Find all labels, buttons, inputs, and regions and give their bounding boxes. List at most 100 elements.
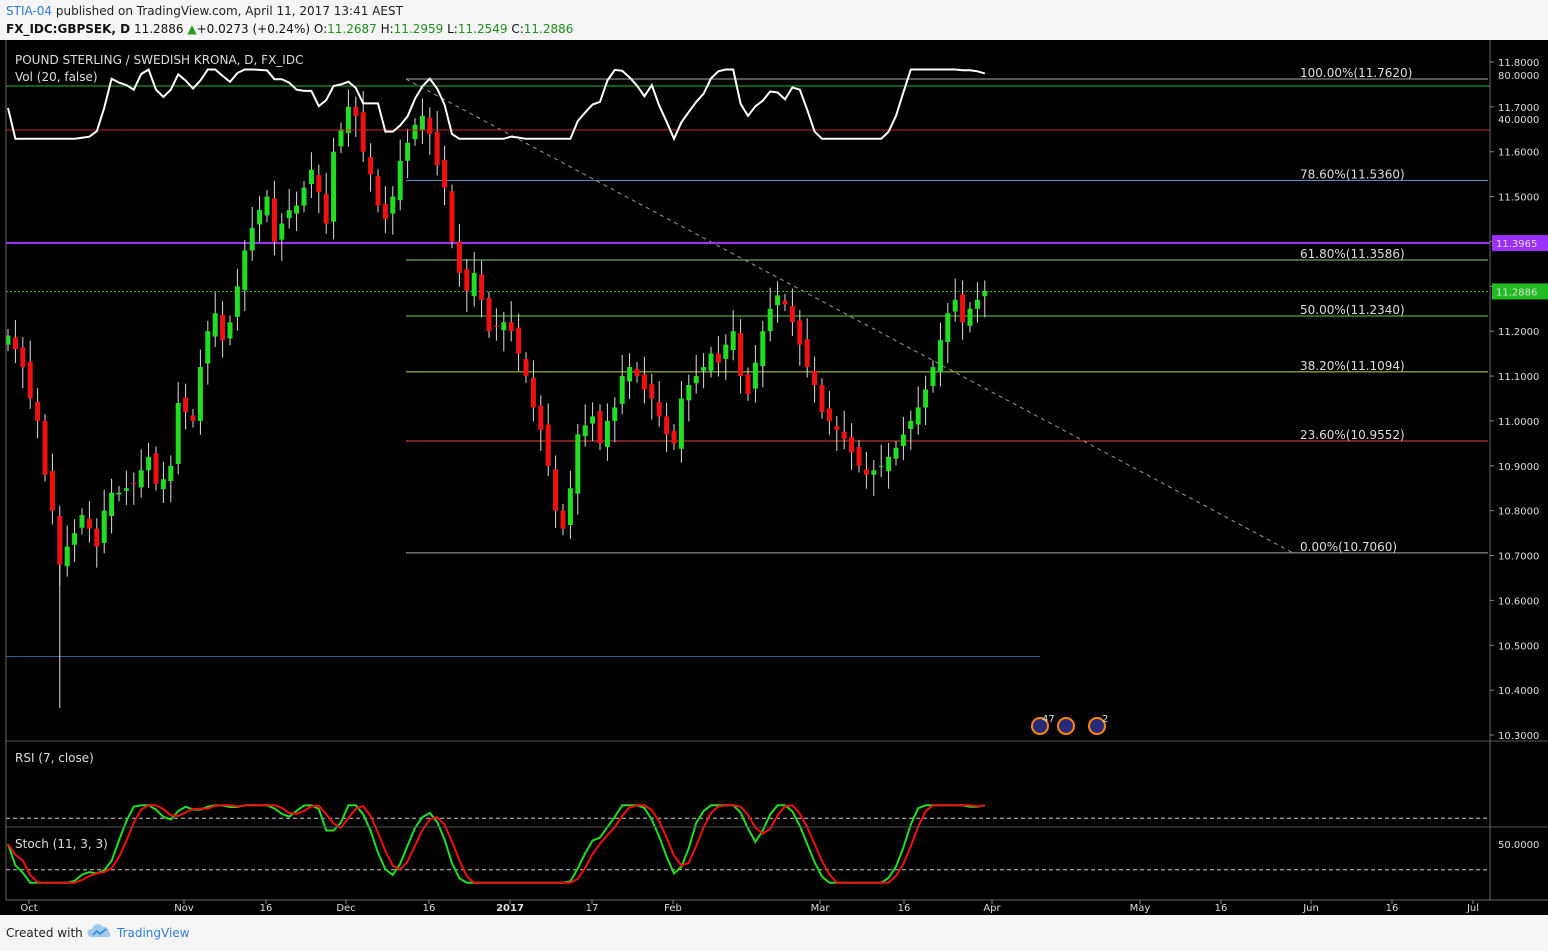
candle-body (501, 322, 507, 331)
candle-body (841, 431, 847, 439)
candle-body (175, 402, 181, 465)
event-count-label: 47 (1042, 714, 1055, 725)
candle (27, 340, 33, 409)
published-text: published on TradingView.com, April 11, … (55, 4, 403, 18)
candle-body (109, 492, 115, 517)
candle-body (937, 340, 943, 373)
candle (79, 508, 85, 535)
candle (212, 292, 218, 347)
y-tick-label: 11.5000 (1498, 193, 1539, 204)
candle (138, 449, 144, 498)
candle-body (678, 398, 684, 449)
candle-body (760, 331, 766, 367)
candle (501, 311, 507, 352)
candle (109, 478, 115, 534)
candle-body (649, 384, 655, 399)
candle (893, 441, 899, 466)
candle (382, 186, 388, 233)
candle-body (434, 131, 440, 166)
candle (12, 319, 18, 364)
change-value: +0.0273 (+0.24%) (196, 22, 311, 36)
candle-body (212, 313, 218, 337)
candle-body (878, 465, 884, 467)
x-tick-label: 16 (898, 903, 911, 914)
candle (242, 240, 248, 312)
candle (752, 345, 758, 403)
candle (249, 206, 255, 261)
candle-body (715, 353, 721, 363)
candle (412, 118, 418, 146)
candle-body (604, 420, 610, 447)
last-price-label: 11.2886 (1496, 287, 1537, 298)
candle (286, 188, 292, 229)
candle (567, 470, 573, 539)
stoch-d-line (7, 804, 985, 884)
candle-body (449, 191, 455, 242)
x-tick-label: Feb (664, 903, 682, 914)
candle (960, 280, 966, 340)
y-tick-label: 10.8000 (1498, 507, 1539, 518)
high-value: 11.2959 (393, 22, 444, 36)
candle (64, 525, 70, 577)
candle (871, 459, 877, 496)
x-tick-label: 16 (1215, 903, 1228, 914)
candle (723, 334, 729, 381)
candle-body (323, 193, 329, 224)
candle-body (723, 344, 729, 360)
candle-body (752, 362, 758, 389)
candle-body (271, 198, 277, 242)
up-arrow-icon: ▲ (187, 22, 197, 36)
tradingview-link[interactable]: TradingView (117, 926, 190, 940)
candle-body (553, 469, 559, 511)
x-tick-label: 16 (260, 903, 273, 914)
uk-flag-icon (1057, 717, 1075, 735)
candle-body (234, 286, 240, 317)
candle (604, 403, 610, 461)
chart-area[interactable]: 100.00%(11.7620) 78.60%(11.5360) 61.80%(11… (0, 40, 1548, 915)
candle-body (353, 106, 359, 116)
candle (730, 310, 736, 361)
candle-body (590, 416, 596, 424)
y-tick-label: 11.0000 (1498, 417, 1539, 428)
candle (205, 320, 211, 385)
candle-body (345, 106, 351, 133)
candle-body (5, 335, 11, 345)
x-tick-label: Oct (20, 903, 37, 914)
candle (508, 301, 514, 342)
candle-body (930, 367, 936, 386)
candle-body (242, 250, 248, 290)
y-tick-label: 10.5000 (1498, 641, 1539, 652)
candle (523, 352, 529, 383)
candle-body (908, 420, 914, 430)
candle-body (464, 269, 470, 291)
rsi-line (7, 68, 986, 142)
candle-body (123, 488, 129, 491)
candle (738, 319, 744, 394)
chart-background (0, 40, 1548, 915)
candle-body (671, 430, 677, 444)
candle (967, 302, 973, 333)
header-bar: STIA-04 published on TradingView.com, Ap… (0, 0, 1548, 40)
candle-body (190, 415, 196, 421)
candle-body (138, 470, 144, 488)
candle-body (856, 446, 862, 466)
candle-body (456, 241, 462, 273)
candle (323, 172, 329, 234)
y-tick-label: 10.7000 (1498, 552, 1539, 563)
candle (479, 260, 485, 318)
candle (701, 353, 707, 389)
level-price-label-bg (1492, 235, 1548, 252)
main-price-pane[interactable]: 100.00%(11.7620) 78.60%(11.5360) 61.80%(11… (5, 66, 1491, 735)
publish-line: STIA-04 published on TradingView.com, Ap… (6, 4, 403, 18)
candle-body (530, 377, 536, 408)
candle (449, 184, 455, 249)
x-tick-label: Mar (811, 903, 831, 914)
candle-body (35, 402, 41, 421)
candle (678, 381, 684, 463)
rsi-tick-label: 80.0000 (1498, 71, 1539, 82)
stoch-pane[interactable] (6, 804, 1490, 884)
publisher-link[interactable]: STIA-04 (6, 4, 53, 18)
candle-body (479, 274, 485, 300)
rsi-pane[interactable] (6, 68, 1490, 142)
candle (878, 444, 884, 478)
